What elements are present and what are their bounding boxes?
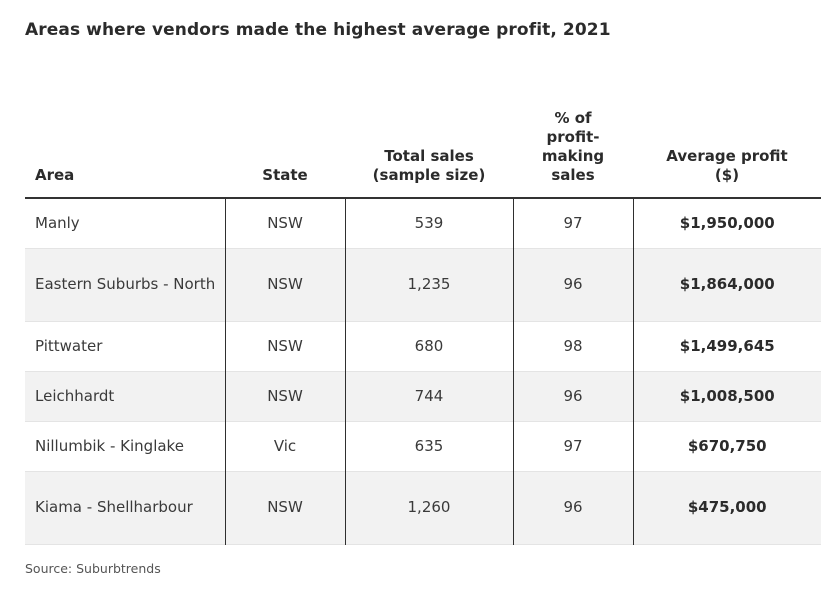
cell-total-sales: 744 [344,371,513,421]
column-header-state-line: State [262,166,308,184]
chart-title: Areas where vendors made the highest ave… [25,20,611,40]
table-header-row: Area State Total sales (sample size) % o… [25,80,821,199]
column-header-pct-profit-line-2: profit- [546,128,600,146]
column-header-pct-profit-line-4: sales [551,166,595,184]
cell-state: NSW [224,321,345,371]
cell-area: Manly [35,213,80,232]
table-row: Kiama - Shellharbour NSW 1,260 96 $475,0… [25,471,821,544]
column-header-pct-profit: % of profit- making sales [513,80,633,199]
cell-pct-profit: 96 [512,371,633,421]
cell-pct-profit: 98 [512,321,633,371]
cell-pct-profit: 97 [512,198,633,248]
source-note: Source: Suburbtrends [25,561,161,576]
cell-total-sales: 635 [344,421,513,471]
column-header-area-line: Area [35,166,75,184]
cell-total-sales: 539 [344,198,513,248]
cell-area: Leichhardt [35,386,115,405]
cell-state: NSW [224,471,345,544]
cell-pct-profit: 96 [512,471,633,544]
column-header-total-sales: Total sales (sample size) [345,80,513,199]
cell-state: NSW [224,371,345,421]
cell-avg-profit: $670,750 [632,421,821,471]
cell-avg-profit: $1,950,000 [632,198,821,248]
table-row: Pittwater NSW 680 98 $1,499,645 [25,321,821,371]
column-header-area: Area [25,80,225,199]
cell-avg-profit: $1,864,000 [632,248,821,321]
column-header-avg-profit-line-2: ($) [714,166,740,184]
cell-total-sales: 1,260 [344,471,513,544]
cell-pct-profit: 97 [512,421,633,471]
column-header-pct-profit-line-3: making [541,147,605,165]
cell-state: Vic [224,421,345,471]
table-row: Leichhardt NSW 744 96 $1,008,500 [25,371,821,421]
cell-avg-profit: $475,000 [632,471,821,544]
cell-total-sales: 680 [344,321,513,371]
column-header-state: State [225,80,345,199]
cell-total-sales: 1,235 [344,248,513,321]
cell-area: Pittwater [35,336,103,355]
cell-area: Nillumbik - Kinglake [35,436,184,455]
column-header-avg-profit: Average profit ($) [633,80,821,199]
cell-avg-profit: $1,499,645 [632,321,821,371]
profit-table: Area State Total sales (sample size) % o… [25,80,821,545]
column-header-pct-profit-line-1: % of [554,109,592,127]
column-header-total-sales-line-1: Total sales [384,147,474,165]
column-header-avg-profit-line-1: Average profit [666,147,788,165]
table-row: Eastern Suburbs - North NSW 1,235 96 $1,… [25,248,821,321]
table-row: Nillumbik - Kinglake Vic 635 97 $670,750 [25,421,821,471]
column-header-total-sales-line-2: (sample size) [372,166,486,184]
cell-pct-profit: 96 [512,248,633,321]
cell-state: NSW [224,248,345,321]
cell-area: Kiama - Shellharbour [35,498,193,516]
cell-state: NSW [224,198,345,248]
cell-avg-profit: $1,008,500 [632,371,821,421]
cell-area: Eastern Suburbs - North [35,275,216,293]
table-row: Manly NSW 539 97 $1,950,000 [25,198,821,248]
